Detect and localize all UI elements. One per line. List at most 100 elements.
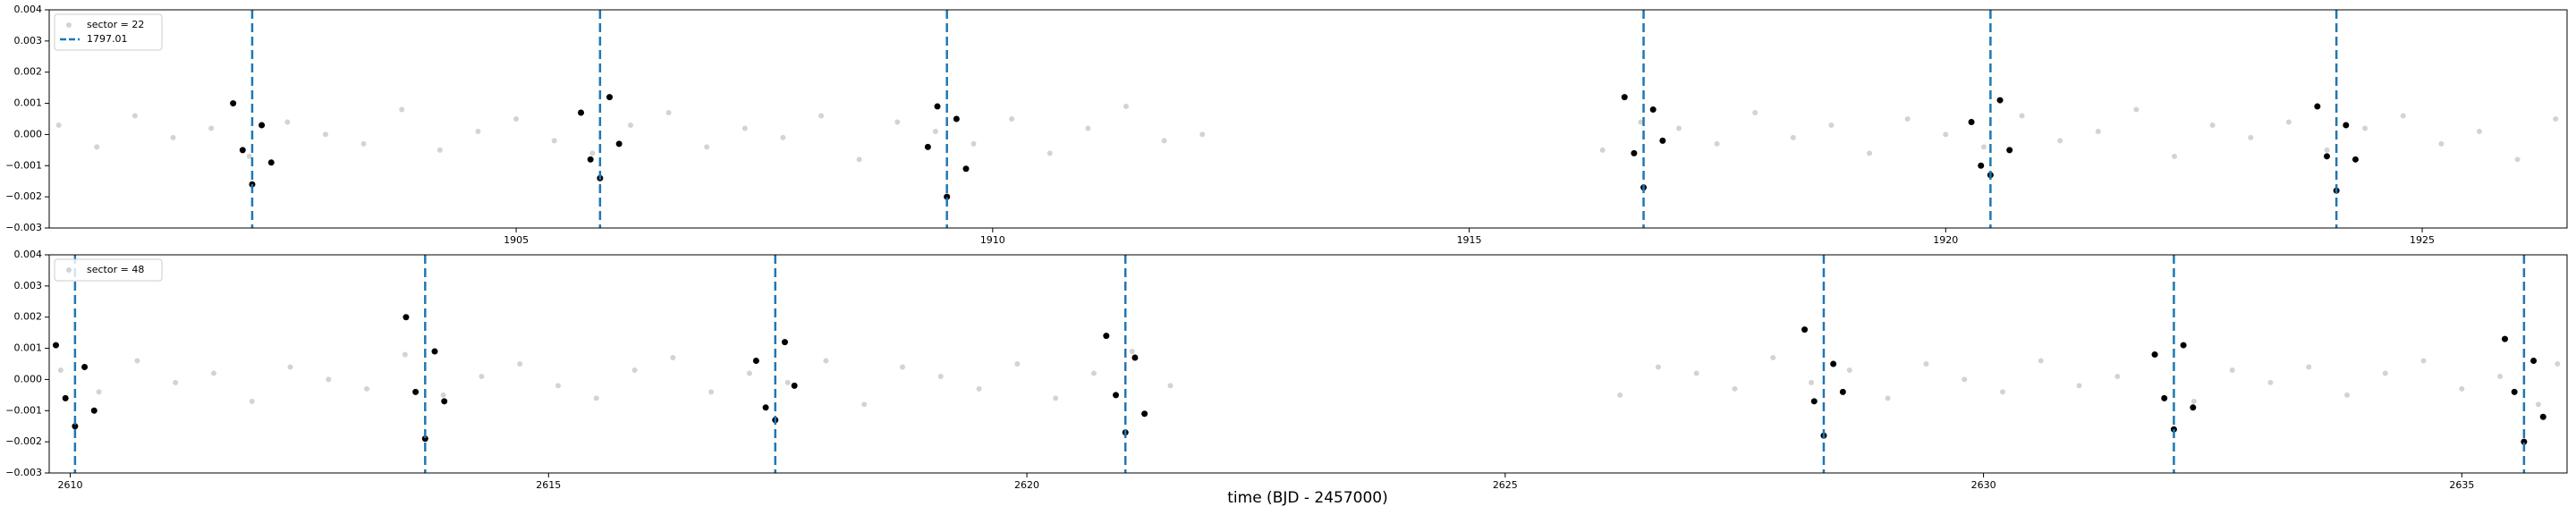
flux-point bbox=[2057, 138, 2063, 144]
flux-point bbox=[208, 125, 215, 131]
flux-point bbox=[2459, 385, 2465, 392]
transit-point bbox=[258, 122, 266, 129]
flux-point bbox=[1904, 116, 1911, 122]
flux-point bbox=[1923, 361, 1929, 367]
x-axis-label: time (BJD - 2457000) bbox=[1227, 489, 1388, 507]
y-tick-label: 0.002 bbox=[14, 66, 43, 78]
transit-point bbox=[1978, 162, 1985, 169]
flux-point bbox=[2553, 116, 2559, 122]
transit-point bbox=[934, 103, 941, 110]
flux-point bbox=[970, 140, 977, 147]
flux-point bbox=[2019, 113, 2025, 119]
flux-point bbox=[2114, 373, 2121, 379]
flux-point bbox=[2306, 364, 2312, 370]
flux-point bbox=[708, 389, 715, 395]
flux-point bbox=[2362, 125, 2368, 131]
flux-point bbox=[479, 373, 485, 379]
flux-point bbox=[1867, 150, 1873, 156]
transit-point bbox=[1968, 118, 1975, 125]
flux-point bbox=[134, 358, 140, 364]
transit-point bbox=[230, 100, 237, 107]
flux-point bbox=[287, 364, 293, 370]
transit-point bbox=[2539, 413, 2546, 420]
transit-point bbox=[81, 363, 89, 370]
flux-point bbox=[475, 128, 481, 134]
x-tick-label: 2635 bbox=[2449, 479, 2474, 491]
flux-point bbox=[665, 110, 672, 116]
y-tick-label: 0.003 bbox=[14, 35, 43, 46]
flux-point bbox=[96, 389, 102, 395]
transit-point bbox=[2351, 156, 2359, 163]
y-tick-label: −0.001 bbox=[5, 159, 42, 171]
transit-point bbox=[924, 143, 931, 150]
transit-point bbox=[2530, 358, 2538, 365]
flux-point bbox=[2324, 147, 2330, 153]
y-tick-label: −0.003 bbox=[5, 222, 42, 233]
flux-point bbox=[2285, 119, 2292, 125]
flux-point bbox=[2209, 122, 2216, 128]
flux-point bbox=[94, 144, 100, 150]
transit-point bbox=[90, 407, 97, 414]
flux-point bbox=[1046, 150, 1053, 156]
transit-point bbox=[2323, 153, 2330, 160]
transit-point bbox=[72, 423, 79, 430]
flux-point bbox=[976, 385, 982, 392]
transit-point bbox=[1103, 333, 1110, 340]
x-tick-label: 1910 bbox=[980, 234, 1005, 246]
flux-point bbox=[2229, 367, 2235, 373]
x-tick-label: 1925 bbox=[2410, 234, 2435, 246]
flux-point bbox=[436, 147, 443, 153]
flux-point bbox=[1962, 376, 1968, 383]
flux-point bbox=[322, 131, 328, 138]
transit-point bbox=[62, 394, 69, 401]
flux-point bbox=[555, 383, 561, 389]
flux-point bbox=[131, 113, 138, 119]
flux-point bbox=[1980, 144, 1987, 150]
flux-point bbox=[823, 358, 829, 364]
x-tick-label: 2630 bbox=[1971, 479, 1996, 491]
flux-point bbox=[170, 134, 176, 140]
transit-point bbox=[752, 358, 759, 365]
flux-point bbox=[440, 392, 446, 398]
transit-point bbox=[1830, 360, 1837, 367]
transit-point bbox=[2314, 103, 2321, 110]
transit-point bbox=[606, 94, 614, 101]
flux-point bbox=[2555, 361, 2561, 367]
flux-point bbox=[2497, 373, 2504, 379]
x-tick-label: 1915 bbox=[1457, 234, 1482, 246]
transit-point bbox=[615, 140, 623, 148]
flux-point bbox=[1199, 131, 1206, 138]
transit-point bbox=[953, 115, 960, 122]
transit-point bbox=[1131, 354, 1139, 361]
y-tick-label: 0.003 bbox=[14, 280, 43, 291]
flux-point bbox=[513, 116, 520, 122]
flux-point bbox=[780, 134, 786, 140]
transit-point bbox=[1621, 94, 1628, 101]
transit-point bbox=[1113, 392, 1120, 399]
axes-frame bbox=[48, 254, 2568, 474]
flux-point bbox=[1846, 367, 1852, 373]
flux-point bbox=[2400, 113, 2406, 119]
flux-point bbox=[2076, 383, 2082, 389]
flux-point bbox=[1693, 370, 1699, 376]
flux-point bbox=[589, 150, 596, 156]
flux-point bbox=[551, 138, 557, 144]
transit-point bbox=[1649, 106, 1657, 114]
flux-point bbox=[1655, 364, 1661, 370]
y-tick-label: 0.001 bbox=[14, 97, 43, 109]
flux-point bbox=[1053, 395, 1059, 401]
flux-point bbox=[704, 144, 710, 150]
flux-point bbox=[1714, 140, 1720, 147]
flux-point bbox=[2248, 134, 2254, 140]
flux-point bbox=[326, 376, 332, 383]
x-tick-label: 2610 bbox=[58, 479, 83, 491]
transit-point bbox=[762, 404, 769, 411]
flux-point bbox=[1885, 395, 1891, 401]
flux-point bbox=[818, 113, 825, 119]
flux-point bbox=[894, 119, 901, 125]
flux-point bbox=[1675, 125, 1682, 131]
legend-box bbox=[54, 258, 163, 282]
flux-point bbox=[1599, 147, 1606, 153]
y-tick-label: 0.001 bbox=[14, 342, 43, 354]
y-tick-label: −0.003 bbox=[5, 467, 42, 478]
